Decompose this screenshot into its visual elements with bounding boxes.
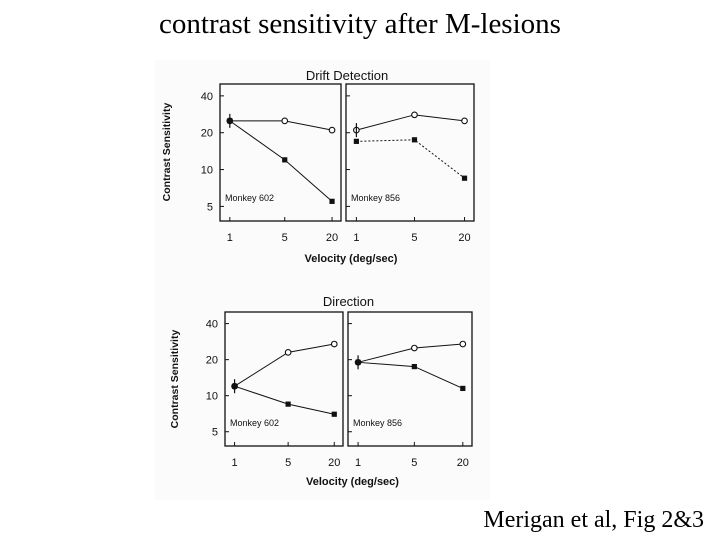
- series-line: [234, 385, 335, 415]
- data-point-filled-square: [231, 383, 238, 389]
- panel-label: Monkey 856: [351, 193, 400, 203]
- data-point-filled-square: [329, 198, 335, 204]
- series-line: [356, 114, 465, 131]
- series-line: [229, 120, 333, 202]
- series-line: [234, 343, 335, 387]
- x-tick-label: 1: [355, 457, 361, 469]
- chart-title: Direction: [323, 294, 374, 309]
- y-axis-label: Contrast Sensitivity: [169, 330, 181, 429]
- data-point-filled-square: [227, 118, 233, 124]
- series-line: [358, 361, 464, 389]
- data-point-open-circle: [459, 340, 467, 348]
- data-point-filled-square: [285, 401, 291, 407]
- slide-title: contrast sensitivity after M-lesions: [159, 8, 561, 40]
- panel-frame: [224, 311, 344, 447]
- data-point-open-circle: [281, 117, 289, 125]
- data-point-filled-square: [411, 137, 418, 143]
- y-axis-label: Contrast Sensitivity: [161, 103, 173, 202]
- y-tick-label: 40: [206, 319, 218, 331]
- y-tick-label: 40: [201, 91, 213, 103]
- y-tick-label: 20: [201, 128, 213, 140]
- x-tick-label: 5: [282, 232, 288, 244]
- data-point-open-circle: [461, 117, 468, 125]
- y-tick-label: 5: [212, 427, 218, 439]
- data-point-filled-square: [411, 363, 417, 370]
- citation: Merigan et al, Fig 2&3: [483, 507, 704, 533]
- series-line: [356, 139, 465, 179]
- panel-label: Monkey 602: [225, 193, 274, 203]
- data-point-open-circle: [328, 126, 336, 134]
- x-axis-label: Velocity (deg/sec): [305, 253, 398, 265]
- x-tick-label: 5: [411, 232, 417, 244]
- x-tick-label: 1: [353, 232, 359, 244]
- data-point-filled-square: [355, 359, 361, 365]
- data-point-filled-square: [282, 157, 288, 163]
- panel-label: Monkey 856: [353, 418, 402, 428]
- x-tick-label: 5: [411, 457, 417, 469]
- y-tick-label: 5: [207, 201, 213, 213]
- x-tick-label: 20: [326, 232, 338, 244]
- panel-frame: [219, 83, 342, 222]
- series-line: [229, 120, 333, 131]
- data-point-filled-square: [331, 411, 337, 417]
- data-point-filled-square: [461, 175, 468, 181]
- data-point-open-circle: [330, 340, 338, 348]
- x-tick-label: 1: [232, 457, 238, 469]
- chart-title: Drift Detection: [306, 68, 388, 83]
- data-point-open-circle: [411, 111, 418, 119]
- series-line: [357, 343, 463, 363]
- x-tick-label: 5: [285, 457, 291, 469]
- x-tick-label: 20: [458, 232, 470, 244]
- y-tick-label: 20: [206, 355, 218, 367]
- panel-frame: [345, 83, 475, 222]
- panel-label: Monkey 602: [230, 418, 279, 428]
- figure-scan-background: [155, 60, 490, 500]
- data-point-open-circle: [410, 344, 418, 352]
- y-tick-label: 10: [201, 165, 213, 177]
- panel-frame: [347, 311, 473, 447]
- y-tick-label: 10: [206, 391, 218, 403]
- data-point-filled-square: [460, 385, 466, 392]
- x-tick-label: 1: [227, 232, 233, 244]
- x-tick-label: 20: [328, 457, 340, 469]
- x-axis-label: Velocity (deg/sec): [306, 476, 399, 488]
- data-point-filled-square: [353, 138, 359, 144]
- x-tick-label: 20: [457, 457, 469, 469]
- data-point-open-circle: [284, 349, 292, 356]
